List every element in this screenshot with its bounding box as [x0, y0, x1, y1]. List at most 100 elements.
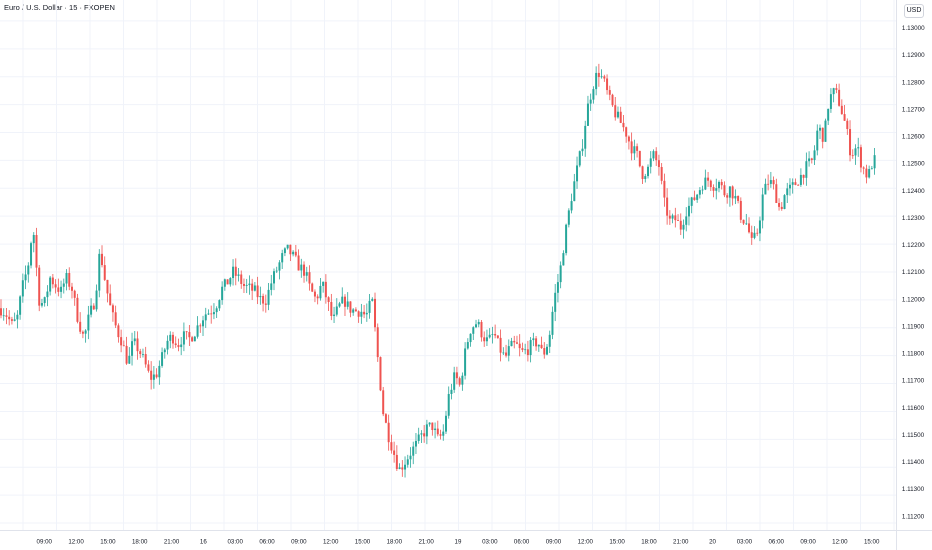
time-axis[interactable]: 09:00 12:00 15:00 18:00 21:00 16 03:00 06:00 09:… — [0, 530, 896, 550]
candle-up — [813, 150, 816, 160]
candle-up — [510, 340, 513, 347]
candle-up — [322, 281, 325, 286]
candle-up — [717, 181, 720, 189]
price-tick-label: 1.12300 — [902, 215, 925, 222]
price-tick-label: 1.12900 — [902, 52, 925, 59]
candle-up — [769, 180, 772, 184]
candle-down — [521, 348, 524, 350]
candle-down — [737, 195, 740, 201]
candle-up — [43, 297, 46, 304]
candle-up — [30, 243, 33, 266]
candle-up — [428, 422, 431, 425]
candle-down — [480, 321, 483, 338]
candle-down — [393, 450, 396, 455]
candle-up — [248, 283, 251, 286]
candle-up — [808, 158, 811, 162]
candle-down — [821, 127, 824, 142]
candle-up — [425, 424, 428, 437]
candle-down — [374, 298, 377, 328]
candle-up — [19, 296, 22, 315]
candle-down — [518, 343, 521, 349]
time-tick-label: 16 — [200, 538, 207, 545]
candle-down — [835, 88, 838, 90]
candle-up — [434, 428, 437, 431]
candle-down — [810, 158, 813, 160]
time-tick-label: 12:00 — [68, 538, 84, 545]
candle-up — [305, 272, 308, 276]
candlestick-plot[interactable] — [0, 0, 896, 530]
candle-down — [81, 331, 84, 334]
currency-badge[interactable]: USD — [904, 4, 924, 18]
candle-down — [625, 127, 628, 137]
candle-up — [40, 303, 43, 306]
candle-down — [199, 325, 202, 327]
candle-up — [278, 262, 281, 271]
time-tick-label: 03:00 — [482, 538, 498, 545]
candle-up — [475, 324, 478, 328]
candle-up — [532, 338, 535, 341]
candle-down — [354, 309, 357, 312]
candlestick-series — [0, 63, 876, 478]
price-tick-label: 1.11800 — [902, 351, 925, 358]
candle-down — [838, 89, 841, 106]
candle-up — [275, 270, 278, 272]
candle-up — [46, 291, 49, 298]
candle-down — [316, 296, 319, 299]
candle-down — [849, 129, 852, 156]
candle-down — [395, 454, 398, 469]
candle-down — [660, 167, 663, 181]
candle-down — [387, 422, 390, 443]
candle-down — [191, 337, 194, 342]
candle-up — [161, 352, 164, 366]
price-tick-label: 1.13000 — [902, 25, 925, 32]
candle-down — [663, 180, 666, 198]
candle-up — [854, 148, 857, 156]
price-tick-label: 1.12800 — [902, 79, 925, 86]
grid-lines — [0, 0, 896, 530]
candle-up — [507, 346, 510, 356]
candle-up — [232, 266, 235, 279]
candle-down — [515, 342, 518, 344]
candle-up — [595, 72, 598, 90]
candle-up — [586, 103, 589, 126]
candle-up — [556, 282, 559, 293]
candle-down — [313, 291, 316, 297]
candle-down — [513, 340, 516, 343]
candle-down — [251, 283, 254, 291]
price-tick-label: 1.11400 — [902, 459, 925, 466]
price-tick-label: 1.12400 — [902, 188, 925, 195]
candle-up — [84, 330, 87, 334]
candle-up — [827, 108, 830, 121]
candle-down — [772, 180, 775, 185]
price-axis[interactable]: 1.13000 1.12900 1.12800 1.12700 1.12600 1.125… — [896, 0, 932, 530]
candle-down — [109, 293, 112, 306]
candle-down — [723, 185, 726, 196]
candle-up — [273, 271, 275, 284]
axis-corner[interactable] — [896, 530, 932, 550]
candle-down — [668, 215, 671, 219]
time-tick-label: 15:00 — [100, 538, 116, 545]
candle-up — [491, 334, 494, 335]
candle-down — [262, 295, 265, 304]
candle-down — [73, 290, 76, 298]
candle-down — [234, 266, 237, 276]
candle-up — [701, 189, 704, 191]
candle-down — [505, 352, 508, 356]
candle-up — [300, 264, 303, 271]
candle-down — [636, 146, 639, 151]
candle-down — [139, 351, 142, 355]
candle-up — [671, 215, 674, 219]
candle-down — [674, 215, 677, 221]
candle-down — [606, 78, 609, 91]
candle-up — [788, 184, 791, 189]
candle-up — [193, 336, 196, 342]
candle-down — [840, 105, 843, 115]
candle-down — [38, 267, 41, 306]
candle-up — [169, 334, 172, 341]
candle-down — [797, 184, 800, 186]
candle-up — [2, 315, 5, 317]
candle-down — [122, 345, 125, 347]
candle-up — [346, 301, 349, 307]
candle-down — [101, 253, 104, 266]
candle-down — [120, 337, 123, 346]
